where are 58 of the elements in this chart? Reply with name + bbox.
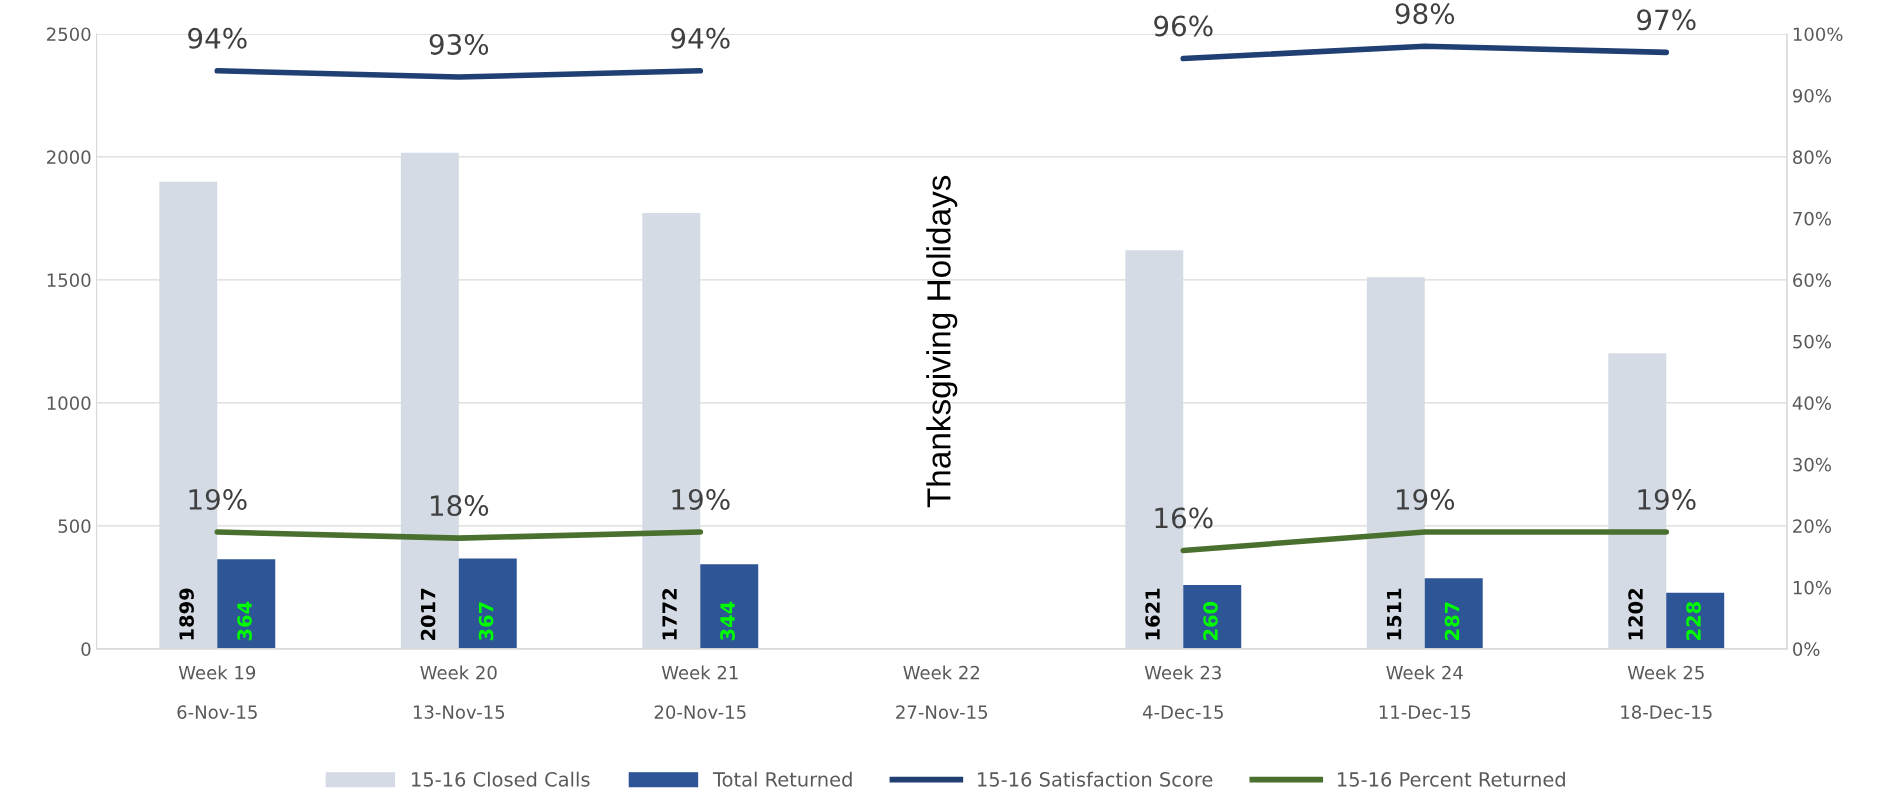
data-label: 94% bbox=[188, 27, 247, 49]
data-label: 1899 bbox=[179, 588, 194, 640]
legend-label: 15-16 Satisfaction Score bbox=[978, 771, 1213, 787]
y-tick-label: 1500 bbox=[47, 273, 91, 288]
bar bbox=[458, 558, 517, 649]
legend-label: 15-16 Percent Returned bbox=[1338, 771, 1565, 787]
y2-tick-label: 30% bbox=[1793, 457, 1831, 472]
data-label: 1202 bbox=[1628, 589, 1643, 640]
category-label: Week 25 18-Dec-15 bbox=[1621, 665, 1712, 719]
y2-tick-label: 0% bbox=[1793, 642, 1820, 656]
category-label: Week 20 13-Nov-15 bbox=[413, 665, 505, 719]
y-tick-label: 0 bbox=[81, 642, 91, 656]
y2-tick-label: 90% bbox=[1792, 88, 1831, 103]
data-label: 97% bbox=[1637, 9, 1696, 31]
y-tick-label: 2000 bbox=[47, 150, 91, 165]
data-label: 1772 bbox=[662, 589, 677, 640]
data-label: 364 bbox=[237, 601, 252, 641]
y2-tick-label: 80% bbox=[1793, 150, 1831, 165]
data-label: 94% bbox=[671, 27, 730, 49]
data-label: 19% bbox=[672, 488, 730, 510]
data-label: 19% bbox=[189, 488, 247, 510]
bar bbox=[1424, 578, 1483, 649]
bar bbox=[1183, 584, 1242, 649]
data-label: 344 bbox=[720, 601, 735, 641]
legend-label: Total Returned bbox=[712, 771, 852, 787]
data-label: 96% bbox=[1154, 15, 1213, 37]
data-label: 19% bbox=[1396, 488, 1455, 510]
bar bbox=[217, 559, 276, 649]
data-label: 93% bbox=[429, 33, 489, 55]
annotation: Thanksgiving Holidays bbox=[926, 175, 958, 508]
data-label: 16% bbox=[1155, 507, 1213, 529]
legend-label: 15-16 Closed Calls bbox=[412, 771, 590, 787]
data-label: 19% bbox=[1638, 488, 1696, 510]
bar bbox=[700, 564, 759, 649]
data-label: 260 bbox=[1203, 601, 1218, 640]
data-label: 228 bbox=[1686, 602, 1701, 640]
category-label: Week 21 20-Nov-15 bbox=[654, 665, 746, 719]
y2-tick-label: 40% bbox=[1792, 396, 1831, 410]
category-label: Week 23 4-Dec-15 bbox=[1142, 665, 1223, 719]
data-label: 2017 bbox=[420, 588, 436, 640]
y-tick-label: 1000 bbox=[47, 396, 91, 410]
data-label: 1621 bbox=[1145, 588, 1160, 640]
y-tick-label: 500 bbox=[58, 519, 91, 533]
data-label: 1511 bbox=[1386, 588, 1402, 640]
category-label: Week 22 27-Nov-15 bbox=[896, 665, 988, 719]
y2-tick-label: 50% bbox=[1793, 334, 1831, 349]
data-label: 287 bbox=[1444, 602, 1460, 640]
y2-tick-label: 100% bbox=[1793, 27, 1843, 42]
data-label: 18% bbox=[430, 495, 489, 517]
y2-tick-label: 60% bbox=[1793, 273, 1831, 288]
data-label: 98% bbox=[1395, 3, 1455, 25]
y-tick-label: 2500 bbox=[47, 27, 91, 42]
category-label: Week 24 11-Dec-15 bbox=[1379, 665, 1471, 719]
y2-tick-label: 20% bbox=[1793, 519, 1831, 533]
category-label: Week 19 6-Nov-15 bbox=[177, 665, 257, 719]
y2-tick-label: 70% bbox=[1793, 211, 1831, 226]
y2-tick-label: 10% bbox=[1793, 580, 1831, 595]
data-label: 367 bbox=[478, 602, 494, 641]
